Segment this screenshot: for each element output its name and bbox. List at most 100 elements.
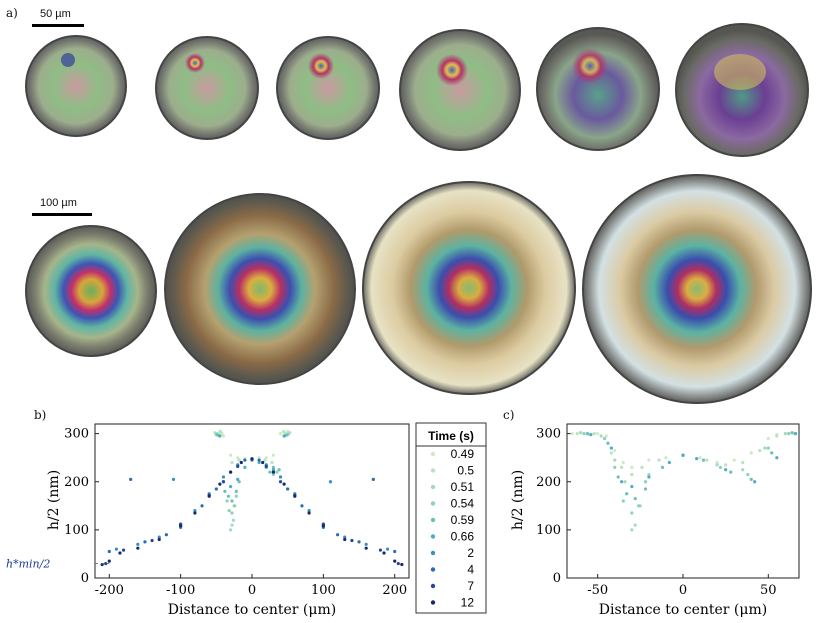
legend-entry-label: 0.51	[451, 480, 475, 494]
legend-entry-label: 2	[467, 546, 474, 560]
data-point-0.51	[715, 463, 719, 467]
y-tick-label: 200	[64, 475, 89, 490]
data-point-0.54	[718, 465, 723, 469]
data-point-0.51	[741, 468, 745, 472]
data-point-0.49	[228, 453, 233, 457]
legend-marker	[430, 451, 436, 457]
dimple-spot-2	[185, 53, 205, 73]
data-point-7	[121, 548, 126, 552]
droplet-2	[155, 36, 259, 140]
data-point-0.49	[221, 434, 226, 438]
data-point-0.59	[770, 451, 774, 455]
dimple-spot-1	[61, 53, 75, 67]
data-point-12	[293, 494, 297, 498]
data-point-2	[193, 509, 197, 513]
droplet-large-1	[25, 225, 157, 357]
data-point-0.59	[585, 432, 590, 436]
x-tick-label: 0	[248, 583, 256, 598]
data-point-0.51	[623, 480, 627, 484]
data-point-0.49	[613, 448, 617, 453]
plot-c: -50 0 50 0 100 200 300 Distance to center (μm)…	[510, 423, 800, 618]
legend-marker	[430, 550, 436, 556]
data-point-4	[143, 540, 147, 544]
data-point-12	[364, 546, 368, 550]
panel-label-b: b)	[34, 408, 47, 422]
data-point-0.66	[589, 432, 593, 437]
data-point-0.51	[633, 523, 637, 527]
x-tick-label: 100	[311, 583, 336, 598]
data-point-12	[400, 562, 404, 567]
data-point-0.54	[602, 436, 607, 441]
data-point-0.59	[606, 441, 610, 445]
droplet-large-2	[164, 193, 356, 385]
data-point-12	[157, 537, 161, 542]
data-point-4	[286, 487, 290, 491]
scale-bar-label-100um: 100 µm	[40, 197, 77, 209]
data-point-0.5	[219, 430, 223, 434]
data-point-0.54	[232, 504, 236, 508]
plot-b-axes-box	[94, 423, 410, 579]
data-point-0.54	[234, 494, 238, 498]
data-point-0.59	[223, 489, 227, 493]
data-point-0.59	[226, 494, 231, 498]
data-point-0.5	[741, 460, 745, 465]
data-point-0.49	[698, 456, 702, 460]
data-point-12	[250, 457, 254, 461]
data-point-7	[150, 538, 154, 543]
data-point-12	[136, 546, 140, 550]
data-point-0.66	[775, 456, 779, 460]
data-point-0.66	[724, 468, 728, 472]
y-tick-label: 100	[64, 523, 89, 538]
dimple-spot-5	[572, 48, 608, 84]
data-point-0.5	[592, 432, 596, 436]
legend-entry-label: 0.54	[451, 497, 475, 511]
data-point-0.59	[701, 458, 706, 462]
data-point-12	[107, 559, 111, 563]
plot-b-ylabel: h/2 (nm)	[46, 470, 62, 530]
panel-label-a: a)	[6, 6, 18, 20]
data-point-0.66	[218, 434, 222, 438]
data-point-12	[282, 482, 286, 486]
scale-bar-100um	[32, 213, 92, 216]
data-point-0.5	[230, 460, 234, 465]
legend-marker	[430, 468, 436, 473]
data-point-2	[343, 535, 347, 539]
y-tick-label: 200	[536, 475, 561, 490]
data-point-0.59	[616, 475, 620, 479]
legend-marker	[430, 484, 436, 490]
data-point-0.51	[230, 523, 234, 527]
y-tick-label: 300	[536, 427, 561, 442]
hmin-label: h*min/2	[6, 558, 50, 571]
data-point-0.5	[282, 430, 286, 434]
data-point-12	[343, 537, 347, 542]
data-point-12	[239, 460, 243, 465]
data-point-0.54	[227, 509, 231, 513]
legend-box	[415, 422, 487, 614]
data-point-2	[385, 547, 390, 551]
y-tick-label: 300	[64, 427, 89, 442]
data-point-12	[193, 511, 197, 515]
data-point-0.51	[579, 431, 583, 435]
data-point-0.54	[787, 432, 791, 436]
data-point-0.59	[271, 465, 276, 469]
data-point-0.66	[630, 484, 634, 489]
data-point-0.5	[640, 465, 644, 469]
data-point-4	[200, 504, 204, 508]
data-point-0.66	[647, 475, 651, 479]
data-point-0.51	[599, 434, 603, 438]
data-point-0.59	[268, 470, 272, 474]
legend-entry-label: 0.5	[457, 464, 474, 478]
legend-entries: 0.49 0.5 0.51 0.54 0.59 0.66 2 4 7 12	[430, 447, 475, 610]
data-point-0.54	[225, 499, 229, 503]
data-point-0.49	[604, 434, 608, 438]
data-point-0.49	[596, 432, 600, 436]
data-point-0.54	[230, 511, 234, 515]
y-tick-label: 100	[536, 523, 561, 538]
droplet-6	[675, 23, 809, 157]
data-point-7	[350, 538, 354, 543]
legend-marker	[430, 600, 436, 605]
data-point-0.59	[729, 470, 733, 474]
data-point-0.51	[630, 528, 634, 532]
x-tick-label: 200	[382, 583, 407, 598]
data-point-7	[378, 548, 383, 552]
